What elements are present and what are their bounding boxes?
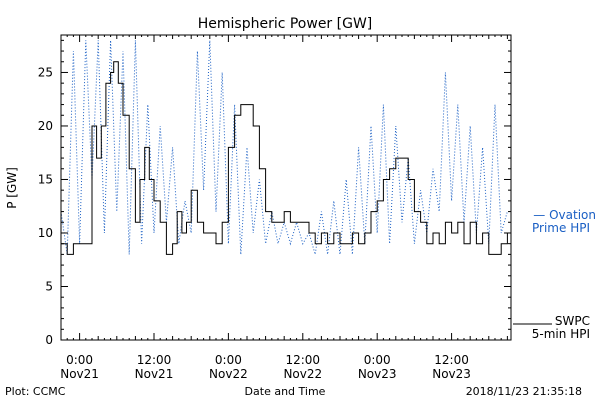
x-tick-label-date: Nov22 <box>283 367 322 381</box>
y-tick-label: 5 <box>45 279 53 293</box>
chart-title: Hemispheric Power [GW] <box>198 16 373 32</box>
x-tick-label-date: Nov21 <box>60 367 99 381</box>
legend-entry-ovation: — Ovation <box>533 208 596 222</box>
plot-frame <box>60 34 512 341</box>
x-tick-label-time: 12:00 <box>285 353 320 367</box>
y-tick-label: 25 <box>38 65 53 79</box>
x-tick-label-date: Nov22 <box>209 367 248 381</box>
x-tick-label-time: 0:00 <box>215 353 242 367</box>
x-tick-label-time: 12:00 <box>137 353 172 367</box>
y-tick-label: 15 <box>38 172 53 186</box>
x-tick-label-time: 0:00 <box>364 353 391 367</box>
legend-entry-ovation-line2: Prime HPI <box>532 221 590 235</box>
series-line-1 <box>61 40 508 255</box>
y-axis-label: P [GW] <box>5 167 19 209</box>
x-tick-label-date: Nov21 <box>135 367 174 381</box>
x-tick-label-date: Nov23 <box>358 367 397 381</box>
legend-entry-swpc: SWPC <box>555 314 590 328</box>
plot-timestamp: 2018/11/23 21:35:18 <box>466 385 582 398</box>
y-tick-label: 0 <box>45 333 53 347</box>
x-tick-label-date: Nov23 <box>432 367 471 381</box>
x-tick-label-time: 12:00 <box>434 353 469 367</box>
series-line-0 <box>61 61 508 255</box>
y-tick-label: 20 <box>38 119 53 133</box>
plot-credit: Plot: CCMC <box>5 385 66 398</box>
series-layer <box>61 40 508 255</box>
legend-entry-swpc-line2: 5-min HPI <box>532 327 590 341</box>
y-tick-label: 10 <box>38 226 53 240</box>
x-tick-label-time: 0:00 <box>66 353 93 367</box>
x-axis-label: Date and Time <box>245 385 326 398</box>
axes-layer: 05101520250:00Nov2112:00Nov210:00Nov2212… <box>38 35 511 381</box>
